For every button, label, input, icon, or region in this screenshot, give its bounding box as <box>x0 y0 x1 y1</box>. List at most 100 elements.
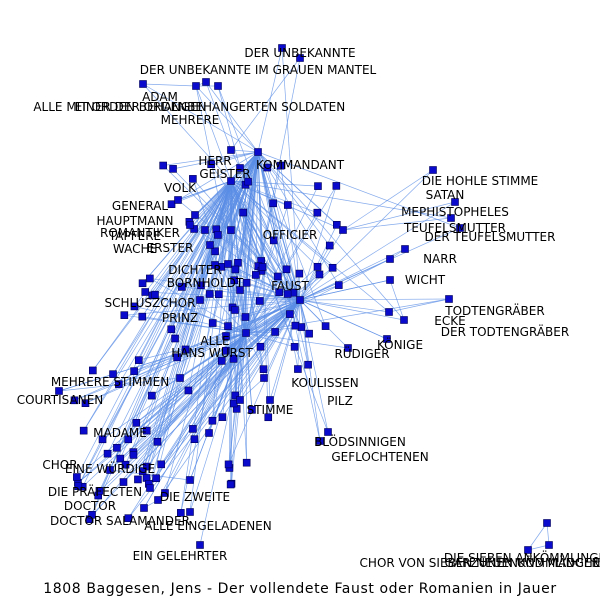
edge <box>299 298 450 301</box>
graph-node <box>208 319 217 327</box>
node-label: DIE SIEBEN ANKÖMMLINGE <box>444 549 600 565</box>
edge <box>257 151 271 401</box>
edge <box>230 180 302 328</box>
edge <box>389 279 405 321</box>
edge <box>299 258 391 301</box>
graph-node <box>79 426 88 435</box>
edge <box>217 85 301 301</box>
graph-node <box>271 328 279 336</box>
edge <box>230 180 280 293</box>
edge <box>299 299 388 340</box>
edge <box>388 298 450 313</box>
graph-node <box>316 437 324 445</box>
edge <box>142 151 259 472</box>
graph-node <box>241 313 250 321</box>
label-layer: DER UNBEKANNTE DER UNBEKANNTE IM GRAUEN M… <box>17 46 600 570</box>
graph-node <box>177 509 185 517</box>
edge <box>127 180 232 440</box>
graph-node <box>332 182 341 190</box>
graph-node <box>451 198 459 206</box>
graph-node <box>260 374 268 382</box>
graph-node <box>124 514 133 522</box>
edge <box>233 151 259 359</box>
edge <box>299 245 331 301</box>
edge <box>297 299 301 370</box>
edge <box>228 299 301 465</box>
edge <box>189 332 247 513</box>
edge <box>143 332 247 509</box>
graph-node <box>333 221 341 229</box>
node-label: SCHLUSZCHOR <box>105 296 196 310</box>
edge <box>230 180 390 313</box>
graph-node <box>201 226 209 234</box>
graph-node <box>227 226 235 234</box>
node-label: ECKE <box>434 314 465 328</box>
edge <box>230 180 247 334</box>
graph-node <box>134 356 143 364</box>
edge <box>78 151 259 487</box>
node-label: ALLE EINGELADENEN <box>144 519 271 533</box>
edge <box>299 274 320 301</box>
edge <box>99 151 259 492</box>
graph-node <box>294 365 302 373</box>
edge <box>245 300 261 334</box>
edge <box>92 180 232 371</box>
graph-node <box>211 261 219 269</box>
graph-node <box>344 344 352 352</box>
graph-node <box>120 311 129 319</box>
edge <box>245 57 301 334</box>
node-label: EIN GELEHRTER <box>133 549 228 563</box>
edge <box>299 299 405 321</box>
edge <box>257 151 461 229</box>
graph-node <box>244 177 252 186</box>
node-label: WACHE <box>113 242 157 256</box>
graph-node <box>215 290 223 299</box>
node-label: PILZ <box>327 394 353 408</box>
graph-node <box>248 406 256 414</box>
node-label: KOMMANDANT <box>256 158 345 172</box>
graph-caption: 1808 Baggesen, Jens - Der vollendete Fau… <box>43 581 557 597</box>
graph-node <box>211 247 219 256</box>
node-label: KÖNIGE <box>377 336 423 352</box>
node-label: HERR <box>198 154 231 168</box>
graph-node <box>290 343 299 351</box>
edge <box>180 180 232 513</box>
graph-node <box>140 504 148 512</box>
edge <box>299 299 309 365</box>
node-label: WICHT <box>405 273 446 287</box>
graph-node <box>313 208 322 217</box>
graph-node <box>385 308 393 316</box>
edge <box>137 332 247 480</box>
graph-node <box>296 54 304 62</box>
graph-node <box>276 161 285 170</box>
graph-node <box>226 480 235 489</box>
graph-node <box>258 263 267 271</box>
graph-node <box>296 296 304 304</box>
edge <box>257 151 340 286</box>
graph-node <box>109 370 117 378</box>
graph-node <box>151 290 159 299</box>
graph-node <box>242 329 250 337</box>
edge <box>146 151 259 467</box>
graph-node <box>154 496 162 504</box>
graph-node <box>543 519 551 527</box>
graph-node <box>274 272 282 281</box>
node-label: DOCTOR <box>64 499 116 513</box>
graph-node <box>217 357 226 365</box>
graph-node <box>222 332 230 340</box>
graph-node <box>196 296 204 304</box>
node-label: MEHRERE STIMMEN <box>51 375 169 389</box>
graph-node <box>222 346 230 355</box>
node-label: GARZUNEN UND MÄDCHEN <box>445 555 600 570</box>
node-label: BLÖDSINNIGEN <box>314 433 406 449</box>
edge <box>194 332 247 440</box>
edge <box>239 167 301 301</box>
edge <box>245 240 275 334</box>
graph-node <box>242 279 251 287</box>
graph-node <box>152 474 160 483</box>
edge <box>242 212 301 301</box>
node-label: DIE HOHLE STIMME <box>422 174 539 188</box>
graph-node <box>227 146 235 154</box>
node-label: DER TODTENGRÄBER <box>441 324 569 339</box>
node-label: DER UNBEKANNTE <box>244 46 355 60</box>
